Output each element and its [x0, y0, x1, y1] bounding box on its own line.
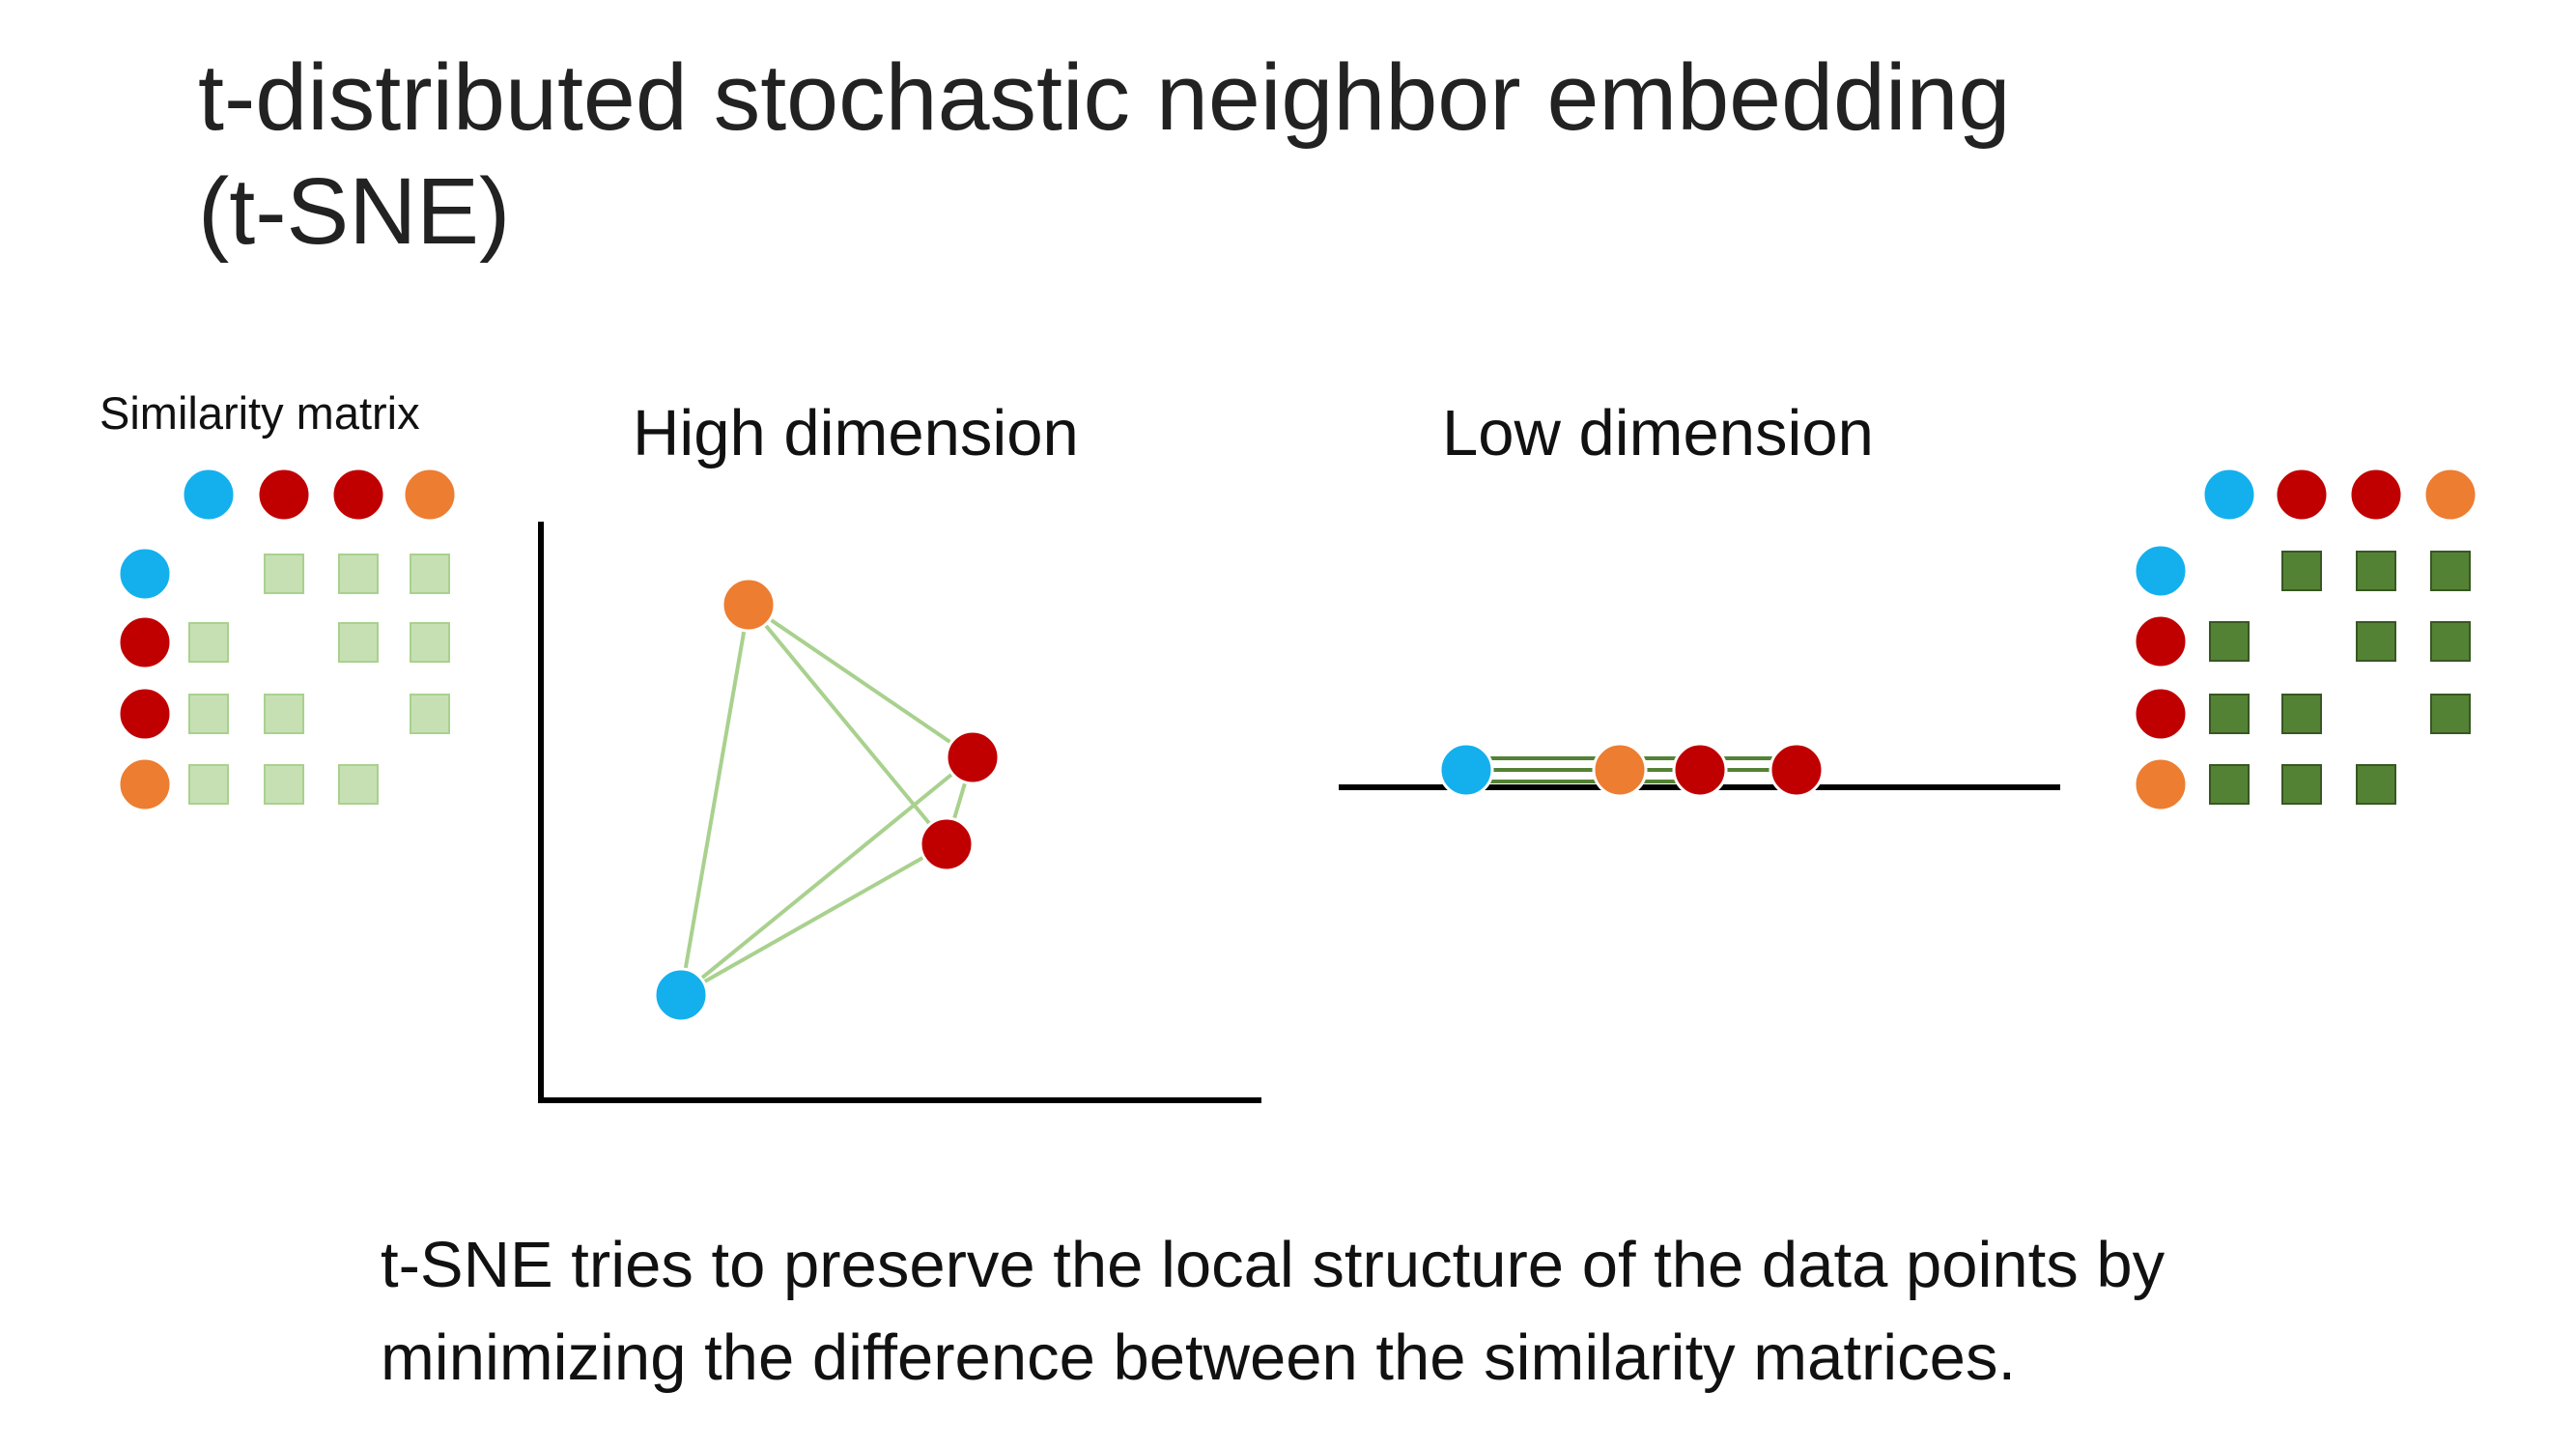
edge-orange-red-1	[747, 603, 975, 759]
high-dim-point-red-2	[919, 816, 975, 872]
low-matrix-cell-2-4	[2430, 621, 2471, 662]
low-matrix-cell-4-2	[2281, 764, 2322, 805]
high-dim-point-blue	[653, 967, 709, 1023]
low-matrix-cell-2-1	[2209, 621, 2250, 662]
similarity-matrix-label: Similarity matrix	[99, 387, 420, 439]
high-matrix-cell-4-3	[338, 764, 379, 805]
high-matrix-cell-1-4	[410, 554, 450, 594]
high-matrix-row-header-red-3	[117, 686, 173, 742]
edge-orange-red-2	[747, 603, 948, 846]
low-matrix-row-header-orange-4	[2133, 756, 2189, 812]
low-dim-point-blue	[1438, 742, 1494, 798]
edge-orange-blue	[679, 604, 750, 996]
high-matrix-col-header-red-2	[256, 467, 312, 523]
low-matrix-col-header-red-3	[2348, 467, 2404, 523]
high-matrix-cell-2-3	[338, 622, 379, 663]
high-matrix-col-header-orange-4	[402, 467, 458, 523]
low-matrix-cell-4-3	[2356, 764, 2396, 805]
edge-blue-red-2	[680, 842, 948, 997]
low-matrix-cell-1-4	[2430, 551, 2471, 591]
high-matrix-row-header-red-2	[117, 614, 173, 670]
high-dimension-edges	[679, 603, 975, 997]
low-matrix-row-header-red-2	[2133, 613, 2189, 669]
low-matrix-col-header-orange-4	[2422, 467, 2478, 523]
slide-title-line-1: t-distributed stochastic neighbor embedd…	[198, 44, 2011, 150]
low-matrix-row-header-blue-1	[2133, 543, 2189, 599]
low-matrix-row-header-red-3	[2133, 686, 2189, 742]
high-matrix-cell-3-2	[264, 694, 304, 734]
high-matrix-row-header-blue-1	[117, 546, 173, 602]
high-matrix-cell-4-2	[264, 764, 304, 805]
low-matrix-cell-4-1	[2209, 764, 2250, 805]
low-matrix-cell-3-2	[2281, 694, 2322, 734]
high-dimension-similarity-matrix	[117, 467, 458, 812]
high-dimension-plot	[538, 522, 1261, 1103]
caption-line-1: t-SNE tries to preserve the local struct…	[381, 1229, 2166, 1301]
high-dim-point-orange	[721, 577, 777, 633]
low-dim-point-red-2	[1769, 742, 1825, 798]
high-matrix-cell-3-4	[410, 694, 450, 734]
high-matrix-cell-1-2	[264, 554, 304, 594]
high-dim-point-red-1	[945, 729, 1001, 785]
high-matrix-cell-3-1	[188, 694, 229, 734]
high-matrix-cell-4-1	[188, 764, 229, 805]
low-dim-point-red-1	[1672, 742, 1728, 798]
caption: t-SNE tries to preserve the local struct…	[381, 1219, 2457, 1405]
edge-blue-red-1	[679, 755, 975, 997]
low-dimension-similarity-matrix	[2133, 467, 2478, 812]
low-matrix-cell-1-2	[2281, 551, 2322, 591]
slide-title: t-distributed stochastic neighbor embedd…	[198, 41, 2033, 269]
high-matrix-row-header-orange-4	[117, 756, 173, 812]
low-matrix-col-header-red-2	[2274, 467, 2330, 523]
high-matrix-col-header-blue-1	[181, 467, 237, 523]
low-matrix-cell-2-3	[2356, 621, 2396, 662]
low-matrix-cell-1-3	[2356, 551, 2396, 591]
high-matrix-col-header-red-3	[330, 467, 386, 523]
low-matrix-col-header-blue-1	[2201, 467, 2257, 523]
slide-title-line-2: (t-SNE)	[198, 158, 511, 264]
low-matrix-cell-3-1	[2209, 694, 2250, 734]
high-matrix-cell-1-3	[338, 554, 379, 594]
caption-line-2: minimizing the difference between the si…	[381, 1321, 2017, 1394]
high-matrix-cell-2-4	[410, 622, 450, 663]
low-dimension-label: Low dimension	[1442, 397, 1874, 469]
low-dimension-plot	[1339, 742, 2060, 798]
low-matrix-cell-3-4	[2430, 694, 2471, 734]
high-dimension-label: High dimension	[633, 397, 1079, 469]
high-matrix-cell-2-1	[188, 622, 229, 663]
low-dim-point-orange	[1592, 742, 1648, 798]
